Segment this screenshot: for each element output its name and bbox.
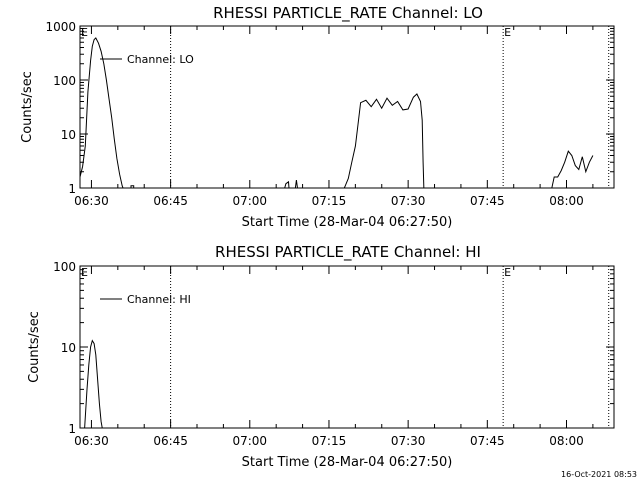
data-series — [84, 339, 103, 428]
panel-lo: RHESSI PARTICLE_RATE Channel: LO 06:30 06… — [20, 4, 615, 230]
chart-title: RHESSI PARTICLE_RATE Channel: HI — [215, 243, 481, 262]
axis-ticks: 06:30 06:45 07:00 07:15 07:30 07:45 08:00 1 10 10… — [53, 260, 614, 448]
time-markers: E — [170, 266, 610, 428]
x-tick-label: 06:30 — [74, 434, 109, 448]
y-tick-label: 1 — [68, 422, 76, 436]
y-axis-label: Counts/sec — [27, 311, 42, 383]
x-tick-label: 07:15 — [312, 194, 347, 208]
axis-ticks: 06:30 06:45 07:00 07:15 07:30 07:45 08:00 1 10 10… — [45, 20, 614, 208]
x-tick-label: 07:15 — [312, 434, 347, 448]
legend-label: Channel: LO — [127, 53, 194, 66]
series-line — [80, 37, 594, 188]
plot-frame — [79, 265, 615, 429]
x-tick-label: 07:45 — [470, 434, 505, 448]
panel-hi: RHESSI PARTICLE_RATE Channel: HI 06:30 06… — [27, 243, 615, 470]
x-axis-label: Start Time (28-Mar-04 06:27:50) — [242, 455, 453, 470]
series-line — [84, 339, 103, 428]
plot-frame — [79, 25, 615, 189]
x-tick-label: 06:45 — [153, 194, 188, 208]
x-tick-label: 06:45 — [153, 434, 188, 448]
legend-label: Channel: HI — [127, 293, 191, 306]
y-tick-label: 100 — [53, 260, 76, 274]
x-tick-label: 07:00 — [232, 194, 267, 208]
time-marker-label: E — [504, 26, 511, 39]
y-tick-label: 100 — [53, 74, 76, 88]
corner-label: E — [81, 266, 88, 279]
corner-label: E — [81, 26, 88, 39]
x-tick-label: 07:30 — [391, 194, 426, 208]
x-tick-label: 08:00 — [549, 434, 584, 448]
x-tick-label: 07:45 — [470, 194, 505, 208]
x-tick-label: 06:30 — [74, 194, 109, 208]
x-tick-label: 07:00 — [232, 434, 267, 448]
time-markers: E — [170, 26, 610, 188]
y-tick-label: 1 — [68, 182, 76, 196]
x-axis-label: Start Time (28-Mar-04 06:27:50) — [242, 215, 453, 230]
data-series — [80, 37, 594, 188]
y-tick-label: 10 — [61, 341, 76, 355]
x-tick-label: 08:00 — [549, 194, 584, 208]
x-tick-label: 07:30 — [391, 434, 426, 448]
chart-title: RHESSI PARTICLE_RATE Channel: LO — [213, 4, 483, 23]
time-marker-label: E — [504, 266, 511, 279]
y-axis-label: Counts/sec — [20, 71, 35, 143]
y-tick-label: 10 — [61, 128, 76, 142]
y-tick-label: 1000 — [45, 20, 76, 34]
footer-timestamp: 16-Oct-2021 08:53 — [561, 470, 637, 479]
